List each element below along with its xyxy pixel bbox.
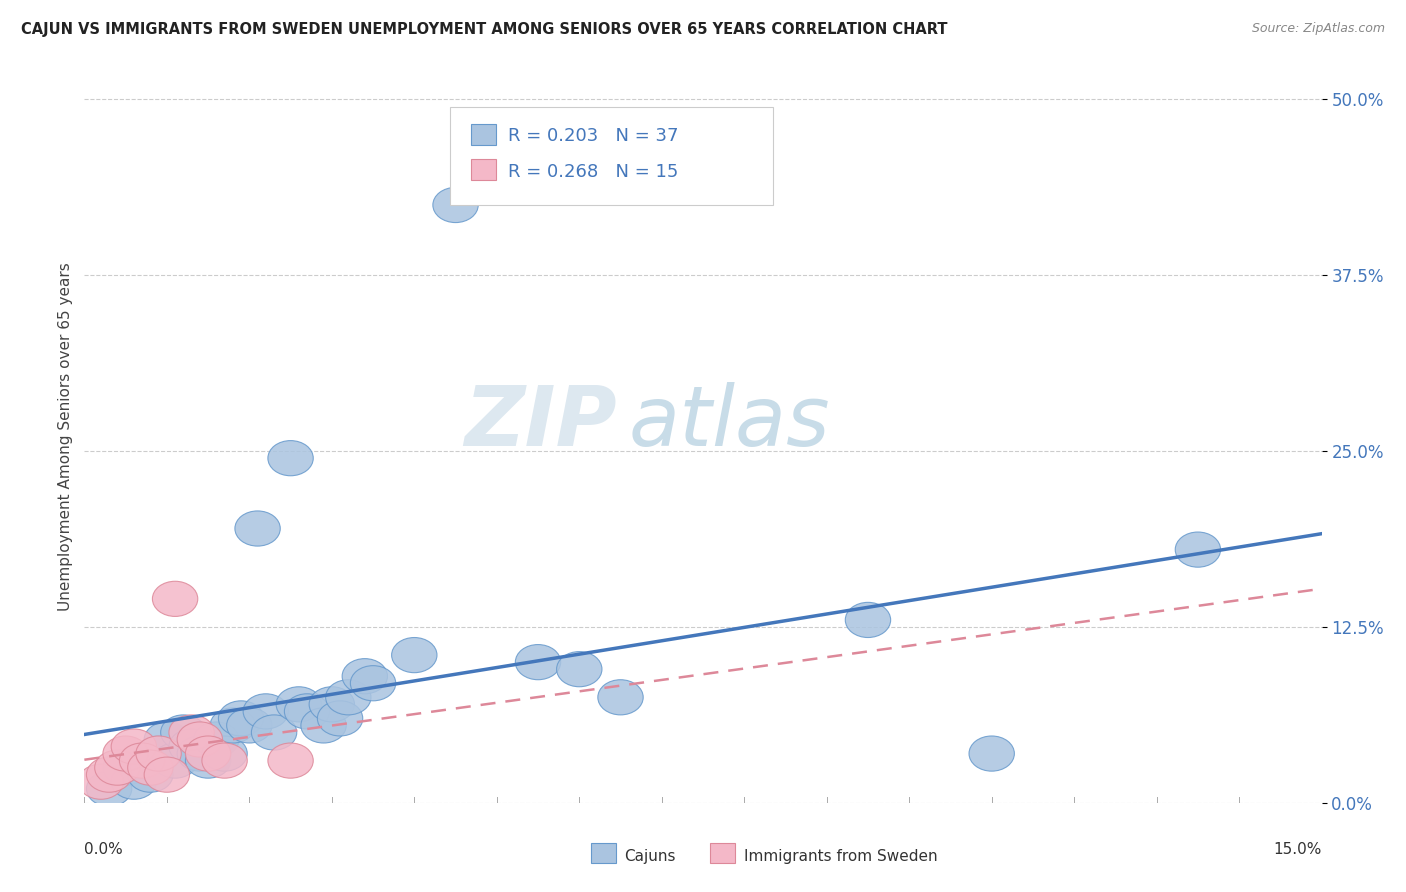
Text: Immigrants from Sweden: Immigrants from Sweden	[744, 849, 938, 863]
Y-axis label: Unemployment Among Seniors over 65 years: Unemployment Among Seniors over 65 years	[58, 263, 73, 611]
Text: CAJUN VS IMMIGRANTS FROM SWEDEN UNEMPLOYMENT AMONG SENIORS OVER 65 YEARS CORRELA: CAJUN VS IMMIGRANTS FROM SWEDEN UNEMPLOY…	[21, 22, 948, 37]
Text: 0.0%: 0.0%	[84, 842, 124, 857]
Text: ZIP: ZIP	[464, 382, 616, 463]
Text: Source: ZipAtlas.com: Source: ZipAtlas.com	[1251, 22, 1385, 36]
Text: atlas: atlas	[628, 382, 831, 463]
Text: 15.0%: 15.0%	[1274, 842, 1322, 857]
Text: R = 0.268   N = 15: R = 0.268 N = 15	[508, 163, 678, 181]
Text: Cajuns: Cajuns	[624, 849, 676, 863]
Text: R = 0.203   N = 37: R = 0.203 N = 37	[508, 128, 678, 145]
